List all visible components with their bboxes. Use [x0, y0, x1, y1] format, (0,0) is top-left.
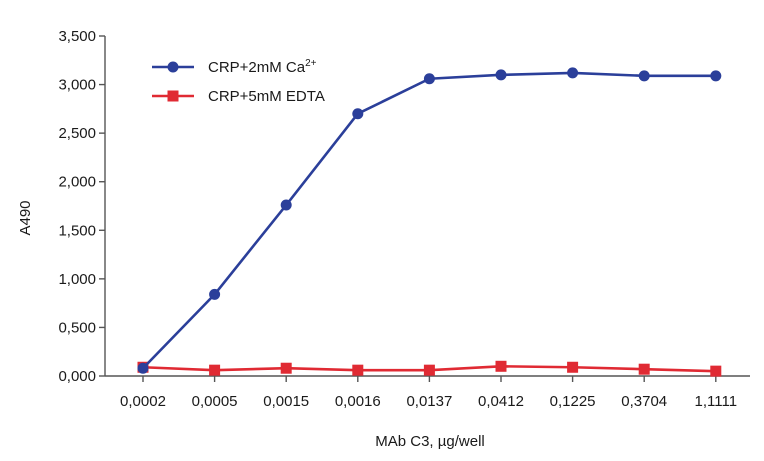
- y-tick-label: 0,000: [58, 368, 96, 385]
- x-tick-label: 0,1225: [550, 393, 596, 410]
- data-point: [495, 360, 507, 372]
- data-point: [209, 364, 221, 376]
- x-tick-label: 0,0015: [263, 393, 309, 410]
- data-point: [567, 67, 579, 79]
- x-tick-label: 0,0412: [478, 393, 524, 410]
- y-tick-label: 1,500: [58, 222, 96, 239]
- y-axis-title: A490: [17, 200, 34, 235]
- x-tick-label: 0,3704: [621, 393, 667, 410]
- legend-label: CRP+5mM EDTA: [208, 88, 325, 105]
- y-axis: 0,000 0,500 1,000 1,500 2,000 2,500 3,000 3,500: [58, 28, 106, 385]
- data-point: [638, 363, 650, 375]
- y-tick-label: 0,500: [58, 319, 96, 336]
- y-tick-label: 3,500: [58, 28, 96, 45]
- data-point: [710, 365, 722, 377]
- legend-item: CRP+2mM Ca2+: [152, 58, 317, 76]
- data-point: [710, 70, 722, 82]
- x-tick-label: 0,0137: [406, 393, 452, 410]
- legend-marker: [167, 61, 179, 73]
- x-axis-title: MAb C3, µg/well: [375, 433, 485, 450]
- legend: CRP+2mM Ca2+ CRP+5mM EDTA: [152, 58, 325, 105]
- series-ca: [137, 67, 722, 374]
- data-point: [280, 362, 292, 374]
- y-tick-label: 2,000: [58, 174, 96, 191]
- data-point: [495, 69, 507, 81]
- data-point: [352, 108, 364, 120]
- data-point: [137, 362, 149, 374]
- data-point: [567, 361, 579, 373]
- legend-item: CRP+5mM EDTA: [152, 88, 325, 105]
- data-point: [209, 288, 221, 300]
- series-line: [142, 71, 716, 370]
- legend-label: CRP+2mM Ca2+: [208, 58, 317, 76]
- y-tick-label: 3,000: [58, 77, 96, 94]
- data-point: [280, 199, 292, 211]
- x-tick-label: 0,0002: [120, 393, 166, 410]
- x-tick-label: 0,0016: [335, 393, 381, 410]
- data-point: [352, 364, 364, 376]
- y-tick-label: 1,000: [58, 271, 96, 288]
- x-axis: 0,0002 0,0005 0,0015 0,0016 0,0137 0,0412 0,12…: [105, 375, 750, 410]
- x-tick-label: 0,0005: [192, 393, 238, 410]
- series-edta: [137, 360, 722, 377]
- x-tick-label: 1,1111: [695, 393, 738, 410]
- series-layer: [137, 67, 722, 377]
- data-point: [423, 364, 435, 376]
- data-point: [423, 73, 435, 85]
- legend-marker: [167, 90, 179, 102]
- legend-superscript: 2+: [305, 58, 317, 69]
- data-point: [638, 70, 650, 82]
- y-tick-label: 2,500: [58, 125, 96, 142]
